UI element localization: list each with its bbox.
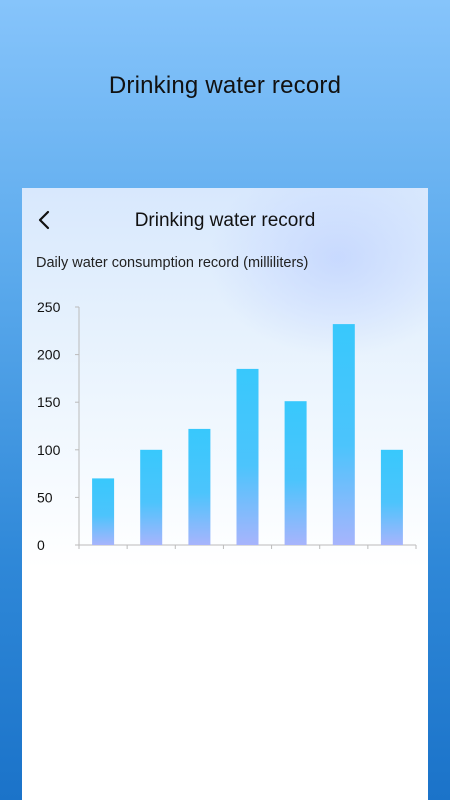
- chart-bar: [236, 368, 259, 545]
- banner-title: Drinking water record: [108, 72, 342, 99]
- record-card: Drinking water record Daily water consum…: [22, 188, 428, 800]
- chart-bar: [140, 449, 163, 545]
- chart-subtitle: Daily water consumption record (millilit…: [36, 255, 309, 271]
- y-tick-label: 250: [37, 299, 61, 315]
- water-bar-chart: 0 50 100 150 200 250: [37, 299, 417, 553]
- chart-bar: [188, 428, 211, 545]
- y-tick-label: 0: [37, 537, 45, 553]
- page-title: Drinking water record: [134, 210, 316, 231]
- chevron-left-icon: [38, 210, 50, 230]
- chart-bar: [332, 324, 355, 545]
- back-button[interactable]: [30, 206, 58, 234]
- y-tick-label: 100: [37, 442, 61, 458]
- chart-bar: [284, 401, 307, 545]
- y-tick-label: 50: [37, 489, 53, 505]
- y-tick-label: 200: [37, 347, 61, 363]
- chart-bar: [380, 449, 403, 545]
- y-tick-label: 150: [37, 394, 61, 410]
- chart-bar: [92, 478, 115, 545]
- card-header-background: [22, 188, 428, 568]
